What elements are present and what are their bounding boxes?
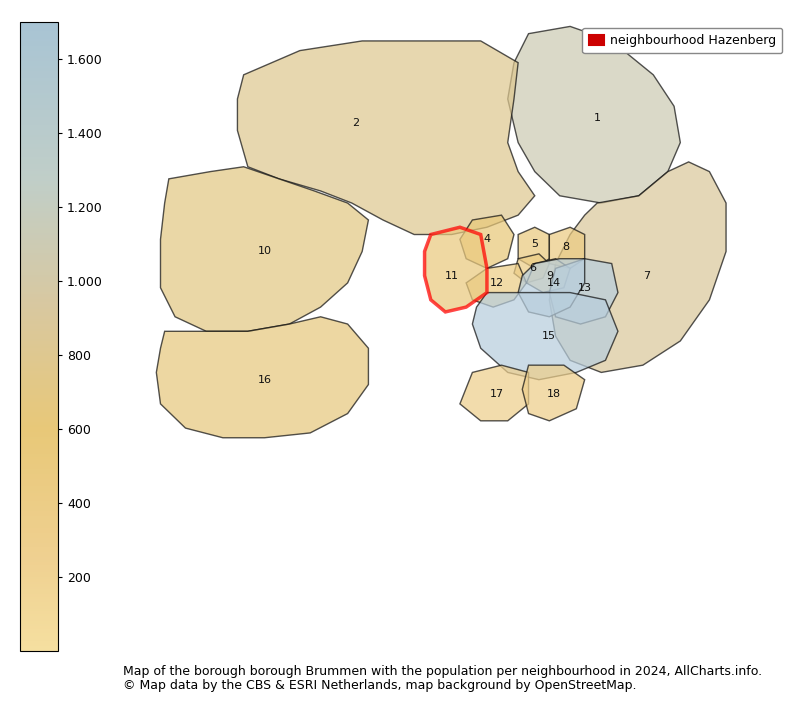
Polygon shape [466, 264, 526, 307]
Polygon shape [160, 167, 368, 331]
Polygon shape [514, 254, 549, 283]
Text: 5: 5 [531, 239, 538, 249]
Text: 11: 11 [445, 270, 459, 280]
Text: 17: 17 [490, 389, 504, 399]
Text: 9: 9 [545, 270, 553, 280]
Text: 12: 12 [490, 278, 504, 288]
Polygon shape [549, 259, 618, 324]
Text: 10: 10 [257, 247, 272, 257]
Polygon shape [425, 227, 487, 312]
Legend: neighbourhood Hazenberg: neighbourhood Hazenberg [582, 28, 782, 53]
Polygon shape [237, 41, 535, 234]
Polygon shape [472, 293, 618, 380]
Text: 18: 18 [546, 389, 561, 399]
Polygon shape [156, 317, 368, 438]
Text: 13: 13 [578, 283, 592, 293]
Text: 16: 16 [257, 375, 272, 385]
Polygon shape [549, 162, 726, 372]
Text: 2: 2 [353, 118, 360, 128]
Polygon shape [518, 259, 584, 317]
Text: 4: 4 [484, 234, 491, 244]
Polygon shape [518, 227, 549, 268]
Text: © Map data by the CBS & ESRI Netherlands, map background by OpenStreetMap.: © Map data by the CBS & ESRI Netherlands… [123, 679, 637, 692]
Text: 14: 14 [546, 278, 561, 288]
Text: Map of the borough borough Brummen with the population per neighbourhood in 2024: Map of the borough borough Brummen with … [123, 665, 762, 678]
Polygon shape [460, 365, 529, 421]
Text: 8: 8 [562, 242, 569, 252]
Text: 15: 15 [542, 331, 557, 341]
Polygon shape [460, 215, 514, 268]
Polygon shape [549, 227, 584, 268]
Text: 7: 7 [643, 270, 650, 280]
Polygon shape [522, 365, 584, 421]
Polygon shape [507, 27, 680, 203]
Text: 1: 1 [594, 114, 600, 124]
Polygon shape [526, 259, 570, 293]
Text: 6: 6 [529, 263, 536, 273]
